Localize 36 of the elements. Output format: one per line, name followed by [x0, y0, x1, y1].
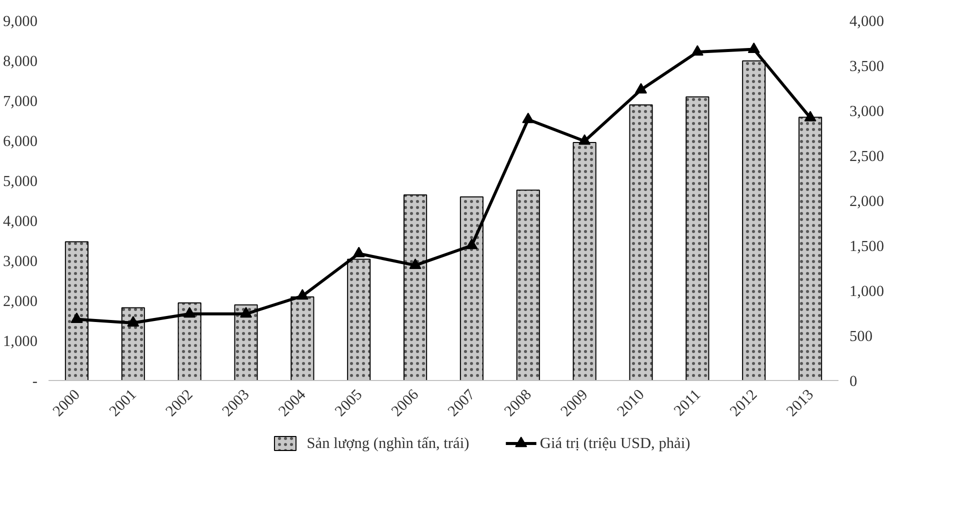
point [578, 134, 591, 145]
y-tick-label: 3,000 [3, 253, 38, 270]
legend-label: Sản lượng (nghìn tấn, trái) [306, 435, 470, 452]
y-tick-label: 5,000 [3, 173, 38, 190]
point [635, 82, 647, 94]
point [240, 307, 252, 318]
point [691, 45, 704, 56]
y2-tick-label: 3,000 [850, 103, 884, 120]
point [352, 246, 365, 258]
y2-tick-label: 500 [850, 328, 873, 345]
y2-tick-label: 3,500 [850, 58, 884, 75]
y2-tick-label: 4,000 [850, 13, 884, 30]
legend-label: Giá trị (triệu USD, phải) [540, 435, 690, 452]
y2-tick-label: 0 [850, 373, 858, 390]
point [522, 112, 534, 124]
y2-tick-label: 2,000 [850, 193, 884, 210]
x-tick-label: 2011 [670, 386, 704, 420]
point [748, 42, 760, 53]
point [466, 238, 478, 250]
point [296, 289, 308, 300]
point [70, 312, 83, 323]
y-tick-label: 1,000 [3, 333, 38, 350]
y-tick-label: 8,000 [3, 53, 38, 70]
point [184, 307, 196, 318]
y-tick-label: 2,000 [3, 293, 38, 310]
point [127, 316, 140, 327]
point [409, 258, 422, 269]
y-tick-label: 9,000 [3, 13, 38, 30]
y-tick-label: 7,000 [3, 93, 38, 110]
y-tick-label: 6,000 [3, 133, 38, 150]
y-tick-label: 4,000 [3, 213, 38, 230]
y2-tick-label: 1,500 [850, 238, 884, 255]
y-tick-label: - [32, 373, 38, 390]
y2-tick-label: 1,000 [850, 283, 884, 300]
y2-tick-label: 2,500 [850, 148, 884, 165]
point [804, 110, 816, 122]
